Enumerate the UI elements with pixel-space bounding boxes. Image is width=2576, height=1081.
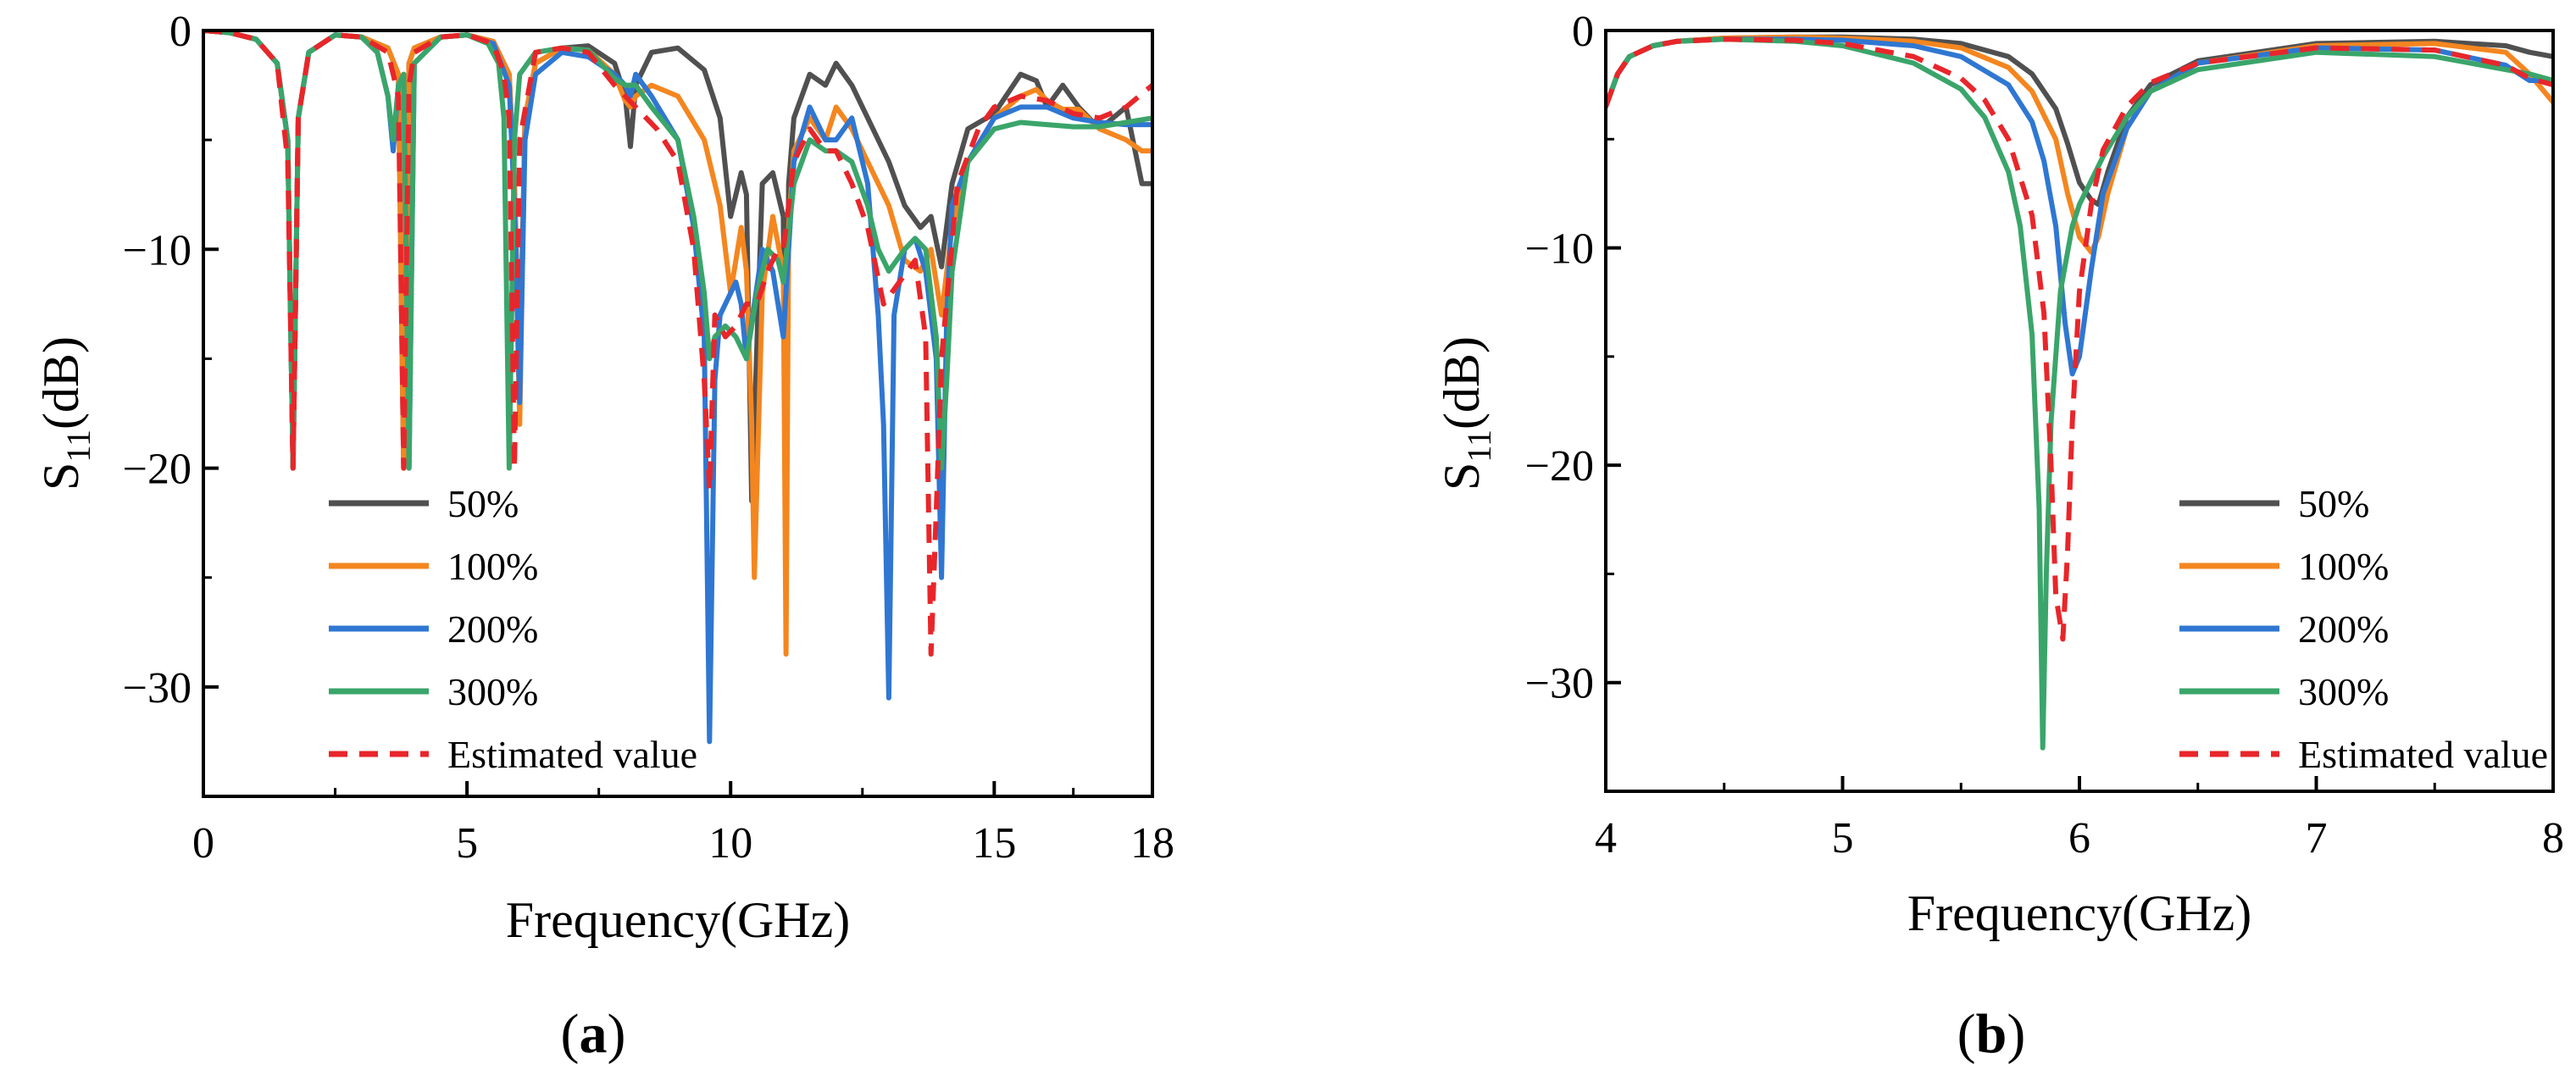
panel-b: 4 5 6 7 8 0 −10 −20 −30 Frequency(GHz) S11(dB) 5… — [1434, 8, 2564, 1065]
panel-b-ytick-label: −20 — [1525, 442, 1594, 491]
panel-b-xlabel: Frequency(GHz) — [1907, 885, 2252, 941]
panel-a-legend: 50% 100% 200% 300% Estimated value — [329, 482, 697, 776]
panel-b-label: (b) — [1957, 1003, 2026, 1065]
panel-a-ylabel-sub: 11 — [59, 430, 97, 463]
panel-a-xtick-label: 5 — [456, 819, 478, 868]
panel-b-ylabel-main: S — [1434, 463, 1490, 491]
panel-b-legend-label-300pct: 300% — [2298, 670, 2389, 713]
panel-a-ytick-label: 0 — [169, 8, 192, 56]
panel-a-label-close: ) — [608, 1003, 626, 1065]
panel-a-label-letter: a — [580, 1003, 608, 1065]
panel-a-ticks: 0 5 10 15 18 0 −10 −20 −30 — [123, 8, 1174, 868]
panel-a-series-300pct — [203, 30, 1152, 471]
panel-b-ticks: 4 5 6 7 8 0 −10 −20 −30 — [1525, 8, 2564, 862]
panel-b-xtick-label: 7 — [2306, 814, 2328, 862]
panel-a-frame — [202, 29, 1154, 798]
panel-b-ylabel-unit: (dB) — [1434, 336, 1490, 430]
panel-a-legend-label-100pct: 100% — [447, 545, 538, 588]
panel-a-series-estimated-value — [203, 30, 1152, 657]
panel-b-legend-label-200pct: 200% — [2298, 607, 2389, 651]
panel-b-xtick-label: 4 — [1595, 814, 1617, 862]
panel-a-ytick-label: −10 — [123, 226, 192, 274]
panel-a-legend-label-300pct: 300% — [447, 670, 538, 713]
panel-a-ytick-label: −30 — [123, 664, 192, 712]
panel-b-legend: 50% 100% 200% 300% Estimated value — [2179, 482, 2548, 776]
panel-a-label: (a) — [561, 1003, 626, 1065]
panel-a-legend-label-200pct: 200% — [447, 607, 538, 651]
panel-b-legend-label-estimated-value: Estimated value — [2298, 733, 2548, 776]
panel-a-ytick-label: −20 — [123, 446, 192, 494]
panel-b-label-letter: b — [1976, 1003, 2007, 1065]
panel-b-legend-label-50pct: 50% — [2298, 482, 2369, 525]
panel-b-ytick-label: −10 — [1525, 225, 1594, 274]
panel-b-series-100pct — [1606, 34, 2553, 255]
panel-b-series-50pct — [1606, 34, 2553, 208]
panel-a-xtick-label: 0 — [192, 819, 214, 868]
panel-a-ylabel: S11(dB) — [33, 336, 97, 491]
panel-a-ylabel-unit: (dB) — [33, 336, 89, 430]
panel-b-xtick-label: 6 — [2068, 814, 2090, 862]
panel-a-legend-label-50pct: 50% — [447, 482, 519, 525]
panel-a-xtick-label: 18 — [1130, 819, 1174, 868]
panel-a: 0 5 10 15 18 0 −10 −20 −30 Frequency(GHz) S11(dB… — [33, 8, 1174, 1065]
panel-a-ylabel-main: S — [33, 463, 89, 491]
panel-b-label-open: ( — [1957, 1003, 1976, 1065]
panel-b-ylabel: S11(dB) — [1434, 336, 1498, 491]
panel-a-series-group — [203, 30, 1152, 745]
panel-a-plot-area — [203, 30, 1152, 745]
panel-b-series-estimated-value — [1606, 36, 2553, 642]
panel-a-xlabel: Frequency(GHz) — [506, 892, 851, 948]
panel-b-xtick-label: 8 — [2542, 814, 2564, 862]
panel-b-ylabel-sub: 11 — [1460, 430, 1498, 463]
panel-a-series-100pct — [203, 30, 1152, 657]
panel-b-xtick-label: 5 — [1832, 814, 1854, 862]
panel-b-series-300pct — [1606, 36, 2553, 751]
panel-b-ytick-label: −30 — [1525, 660, 1594, 708]
panel-b-series-group — [1606, 34, 2553, 751]
panel-a-xtick-label: 15 — [972, 819, 1016, 868]
panel-b-ytick-label: 0 — [1572, 8, 1594, 56]
panel-b-legend-label-100pct: 100% — [2298, 545, 2389, 588]
panel-b-frame — [1604, 29, 2555, 793]
panel-a-legend-label-estimated-value: Estimated value — [447, 733, 697, 776]
panel-b-plot-area — [1606, 34, 2553, 751]
panel-a-label-open: ( — [561, 1003, 580, 1065]
panel-b-label-close: ) — [2007, 1003, 2025, 1065]
panel-a-xtick-label: 10 — [708, 819, 752, 868]
